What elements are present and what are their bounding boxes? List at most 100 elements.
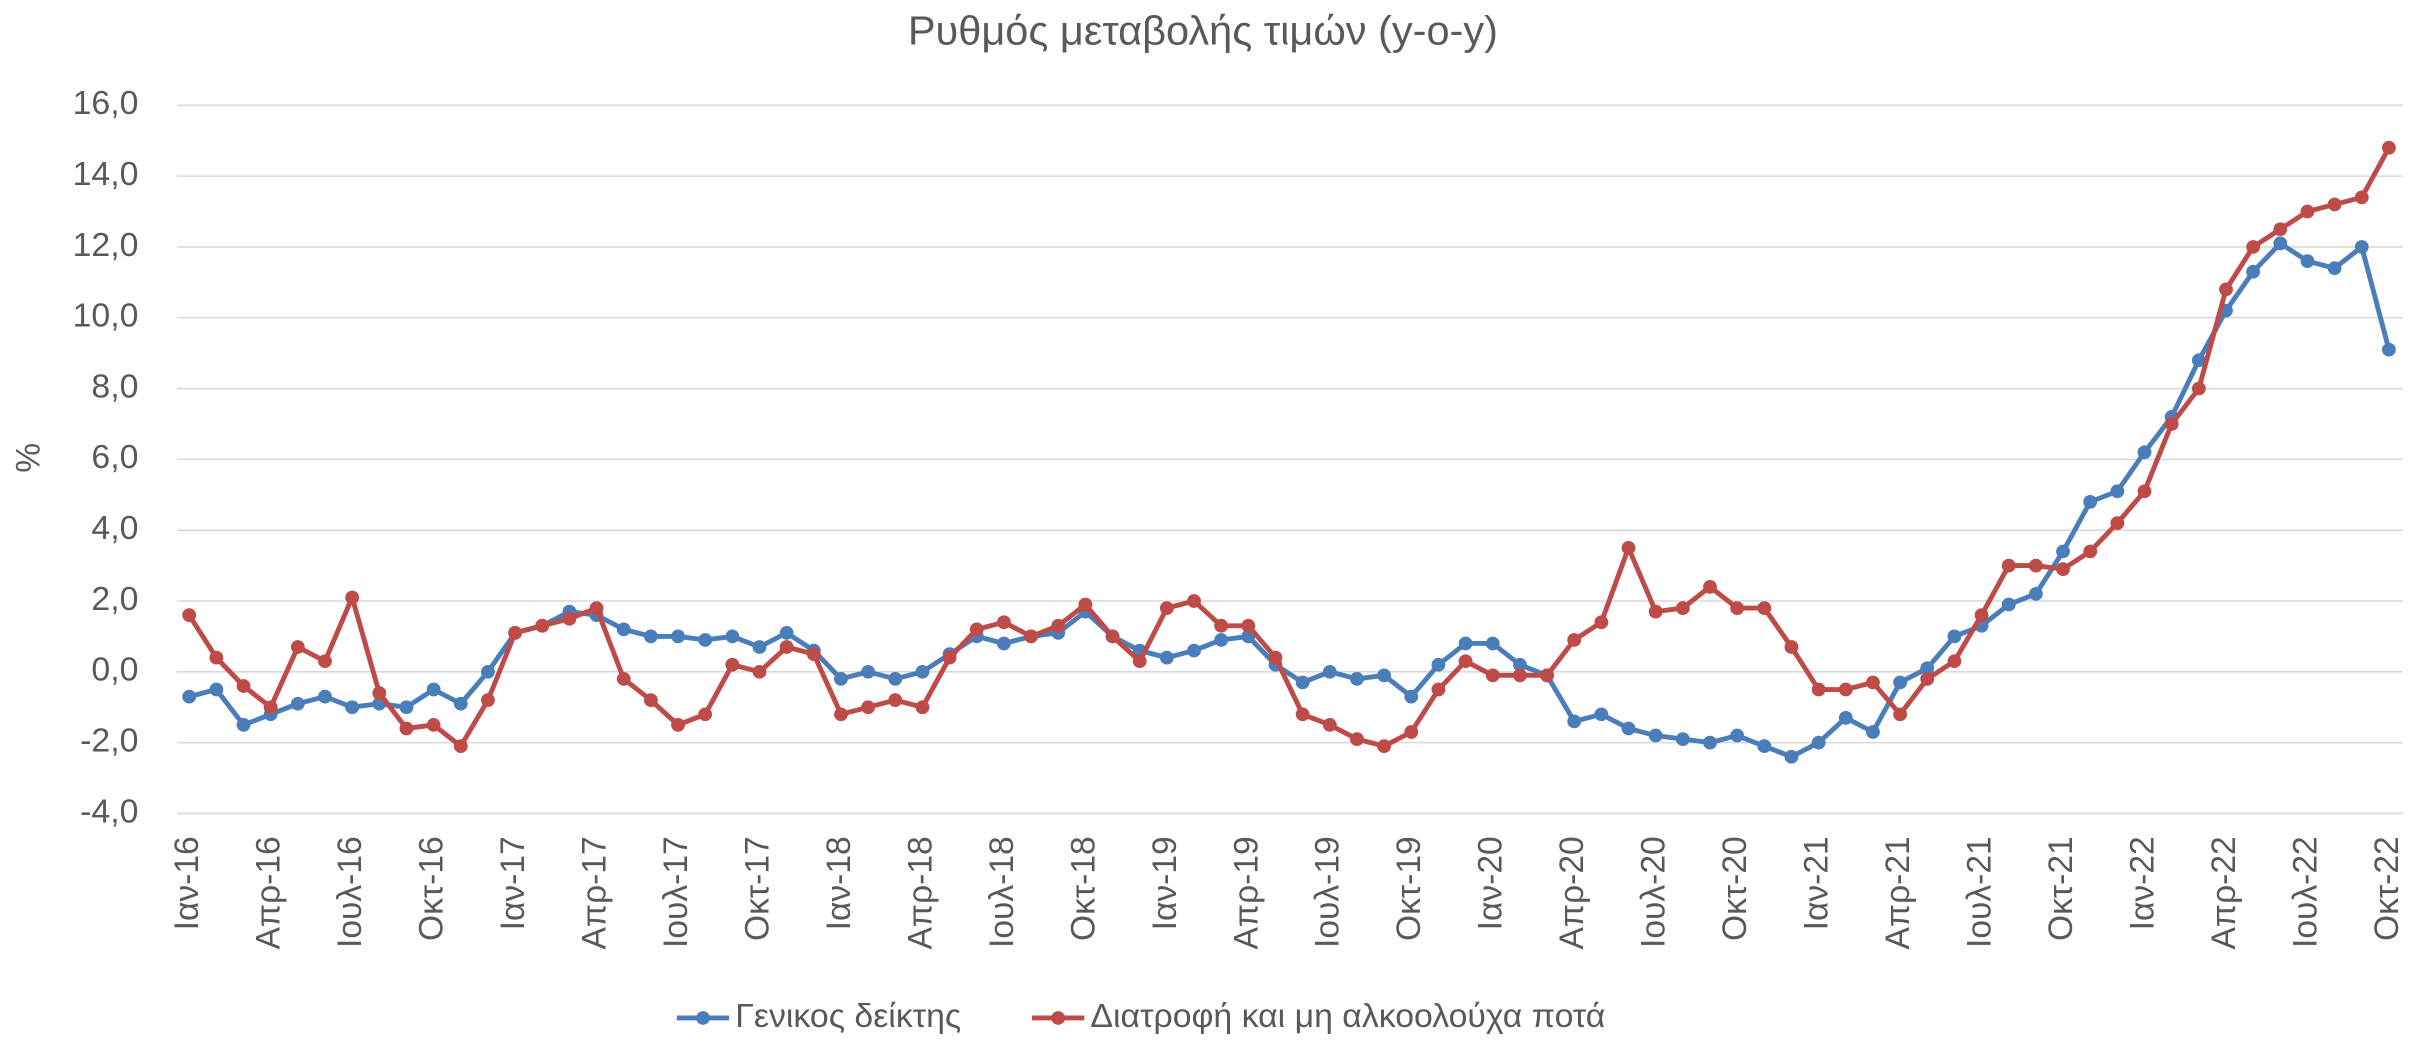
data-point <box>2083 494 2098 509</box>
data-point <box>1757 739 1772 754</box>
y-tick-label: 8,0 <box>91 368 138 406</box>
data-point <box>2300 204 2315 219</box>
data-point <box>290 640 305 654</box>
x-tick-label: Απρ-16 <box>250 836 288 949</box>
data-point <box>209 650 224 665</box>
data-point <box>2056 544 2070 559</box>
data-point <box>698 707 713 722</box>
data-point <box>2164 417 2179 431</box>
data-point <box>616 672 631 686</box>
data-point <box>806 647 821 661</box>
data-point <box>915 664 930 679</box>
x-tick-label: Ιαν-19 <box>1146 836 1184 930</box>
data-point <box>1730 728 1745 743</box>
y-tick-label: 4,0 <box>91 509 138 547</box>
x-tick-label: Απρ-22 <box>2205 836 2243 949</box>
data-point <box>508 626 523 640</box>
data-point <box>2110 516 2125 530</box>
legend-marker <box>1051 1011 1066 1025</box>
data-point <box>1621 721 1636 736</box>
data-point <box>426 718 441 732</box>
data-point <box>1187 643 1201 658</box>
data-point <box>2028 558 2043 573</box>
data-point <box>2273 236 2288 251</box>
data-point <box>2327 197 2342 212</box>
data-point <box>1648 604 1663 619</box>
data-point <box>1920 672 1935 686</box>
data-point <box>2219 282 2233 297</box>
data-point <box>562 611 577 626</box>
data-point <box>345 590 360 605</box>
data-point <box>236 718 251 732</box>
y-tick-label: -4,0 <box>80 792 138 830</box>
x-tick-label: Ιαν-17 <box>494 836 532 930</box>
data-point <box>2083 544 2098 559</box>
data-point <box>2354 240 2369 254</box>
data-point <box>915 700 930 715</box>
data-point <box>1757 601 1772 615</box>
data-point <box>453 739 468 754</box>
data-point <box>1431 657 1446 672</box>
data-point <box>481 664 495 679</box>
data-point <box>861 664 876 679</box>
data-point <box>779 640 794 654</box>
data-point <box>1594 707 1609 722</box>
data-point <box>942 650 957 665</box>
data-point <box>263 700 278 715</box>
data-point <box>1187 594 1201 608</box>
data-point <box>1241 618 1256 633</box>
data-point <box>1675 601 1690 615</box>
data-point <box>725 629 740 644</box>
data-point <box>1703 579 1717 594</box>
x-tick-label: Απρ-20 <box>1553 836 1591 949</box>
data-point <box>1159 650 1174 665</box>
data-point <box>1703 735 1717 750</box>
data-point <box>1431 682 1446 697</box>
data-point <box>1214 618 1229 633</box>
series-line <box>187 146 2392 749</box>
data-point <box>752 664 767 679</box>
data-point <box>1621 541 1636 555</box>
y-tick-label: 0,0 <box>91 651 138 689</box>
x-tick-label: Ιουλ-16 <box>331 836 369 948</box>
data-point <box>1675 732 1690 746</box>
x-tick-label: Ιουλ-22 <box>2286 836 2324 948</box>
data-point <box>2246 264 2261 279</box>
data-point <box>2001 558 2016 573</box>
data-point <box>1648 728 1663 743</box>
data-point <box>2137 445 2152 460</box>
data-point <box>1404 725 1419 739</box>
data-point <box>996 615 1011 630</box>
data-point <box>1947 654 1962 669</box>
data-point <box>1512 668 1527 683</box>
data-point <box>2382 140 2396 155</box>
data-point <box>1893 675 1908 690</box>
data-point <box>643 629 658 644</box>
data-point <box>453 696 468 711</box>
x-tick-label: Απρ-18 <box>901 836 939 949</box>
y-tick-label: -2,0 <box>80 722 138 760</box>
x-tick-label: Ιαν-18 <box>820 836 858 930</box>
data-point <box>1838 710 1853 725</box>
data-point <box>1540 668 1554 683</box>
data-point <box>1214 633 1229 647</box>
x-tick-label: Ιαν-22 <box>2123 836 2161 930</box>
y-tick-label: 10,0 <box>73 297 139 335</box>
data-point <box>752 640 767 654</box>
data-point <box>1947 629 1962 644</box>
data-point <box>236 679 251 693</box>
data-point <box>1322 718 1337 732</box>
data-point <box>1377 668 1392 683</box>
data-point <box>1078 597 1093 612</box>
data-point <box>2382 342 2396 357</box>
y-tick-label: 2,0 <box>91 580 138 618</box>
data-point <box>888 693 903 708</box>
data-point <box>698 633 713 647</box>
data-point <box>290 696 305 711</box>
legend-marker <box>696 1011 710 1025</box>
data-point <box>888 672 903 686</box>
data-point <box>1024 629 1038 644</box>
data-point <box>1159 601 1174 615</box>
data-point <box>1295 675 1310 690</box>
